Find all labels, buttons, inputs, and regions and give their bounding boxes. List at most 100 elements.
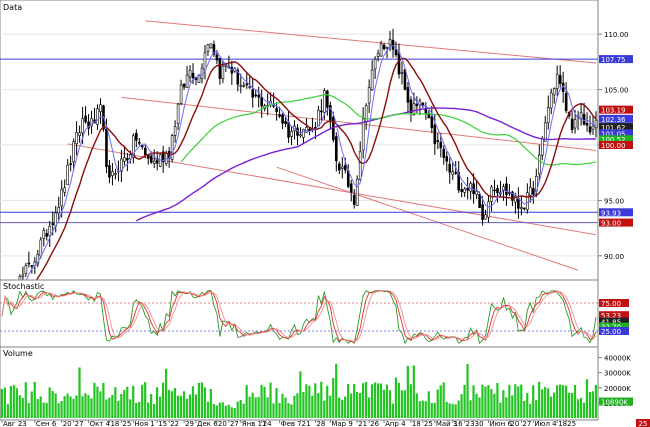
volume-bar <box>39 396 42 418</box>
price-value-tag <box>599 114 633 123</box>
volume-bar <box>385 384 389 418</box>
volume-bar <box>191 386 195 418</box>
price-bar-body <box>502 186 505 191</box>
price-bar-body <box>278 114 281 117</box>
volume-bar <box>153 404 156 418</box>
price-value-tag <box>599 55 633 64</box>
moving-average-long <box>135 107 597 222</box>
price-bar-body <box>188 69 192 78</box>
x-axis-label: 29 <box>185 420 194 427</box>
price-bar-body <box>72 141 75 163</box>
volume-bar <box>260 384 263 418</box>
volume-bar <box>430 402 433 418</box>
volume-bar <box>585 379 589 418</box>
price-bar-body <box>24 265 28 274</box>
price-bar-body <box>367 87 371 104</box>
volume-bar <box>179 395 183 418</box>
volume-bar <box>78 367 81 418</box>
price-bar-body <box>591 125 595 130</box>
volume-bar <box>206 401 209 418</box>
price-bar-body <box>111 171 114 176</box>
volume-bar <box>478 397 481 418</box>
price-bar-body <box>251 89 255 98</box>
price-bar-body <box>36 254 40 265</box>
price-bar-body <box>21 274 25 277</box>
stochastic-k-line <box>1 290 597 345</box>
volume-bar <box>564 385 568 418</box>
stochastic-value-tag <box>599 311 629 320</box>
volume-bar <box>287 403 290 418</box>
stochastic-value-tag-label: 25.00 <box>601 328 621 336</box>
volume-bar <box>75 395 78 418</box>
price-axis-label: 110.00 <box>604 31 629 39</box>
volume-bar <box>329 395 332 418</box>
price-bar-body <box>191 72 195 79</box>
price-bar-body <box>132 135 135 158</box>
volume-bar <box>278 403 281 418</box>
volume-bar <box>350 393 353 418</box>
volume-bar <box>239 399 242 418</box>
volume-bar <box>451 403 454 418</box>
volume-bar <box>221 402 224 418</box>
x-axis-label: 23 <box>466 420 475 427</box>
volume-bar <box>72 398 75 418</box>
price-bar-body <box>170 135 174 160</box>
volume-bar <box>418 401 421 418</box>
price-bar-body <box>209 43 213 49</box>
volume-bar <box>161 382 165 418</box>
volume-bar <box>272 403 275 418</box>
volume-bar <box>382 389 386 418</box>
volume-bar <box>553 392 556 418</box>
volume-bar <box>176 395 180 418</box>
stochastic-value-tag-label: 53.23 <box>601 312 621 320</box>
x-axis-label: Июн 6 <box>490 420 513 427</box>
volume-panel-label: Volume <box>3 349 33 358</box>
stochastic-value-tag <box>599 327 629 335</box>
price-bar-body <box>90 118 93 127</box>
x-axis-label: 18 <box>558 420 567 427</box>
price-value-tag <box>599 129 633 138</box>
volume-bar <box>93 382 96 418</box>
price-bar-body <box>335 136 338 162</box>
volume-bar <box>547 388 550 418</box>
volume-bar <box>514 384 517 418</box>
price-bar-body <box>445 156 449 162</box>
volume-bar <box>105 399 108 418</box>
price-bar-body <box>406 87 410 103</box>
price-bar-body <box>388 39 392 46</box>
volume-bar <box>54 393 57 418</box>
stochastic-panel-frame <box>0 279 599 348</box>
volume-bar <box>561 385 565 418</box>
volume-bar <box>15 388 18 418</box>
volume-bar <box>529 403 532 418</box>
volume-bar <box>6 404 9 418</box>
volume-bar <box>469 400 472 418</box>
price-bar-body <box>123 157 126 162</box>
price-value-tag-label: 93.00 <box>601 220 621 228</box>
x-axis-label: Дек 6 <box>197 420 218 427</box>
x-axis-label: 21 <box>358 420 367 427</box>
volume-bar <box>445 401 448 418</box>
price-bar-body <box>299 134 302 137</box>
price-bar-body <box>436 140 440 142</box>
price-bar-body <box>323 90 326 113</box>
volume-value-tag <box>599 397 633 406</box>
price-axis-label: 95.00 <box>604 197 624 205</box>
price-bar-body <box>552 88 556 96</box>
price-bar-body <box>415 103 419 107</box>
price-bar-body <box>45 233 49 237</box>
volume-bar <box>427 391 430 418</box>
volume-bar <box>466 364 469 418</box>
volume-bar <box>197 382 201 418</box>
price-bar-body <box>30 265 34 267</box>
price-bar-body <box>343 165 347 171</box>
price-bar-body <box>245 83 249 86</box>
volume-bar <box>323 400 326 418</box>
volume-bar <box>233 408 236 418</box>
volume-bar <box>502 390 505 418</box>
volume-bar <box>87 395 90 418</box>
volume-bar <box>132 385 135 418</box>
volume-bar <box>532 385 535 418</box>
volume-bar <box>535 400 538 418</box>
